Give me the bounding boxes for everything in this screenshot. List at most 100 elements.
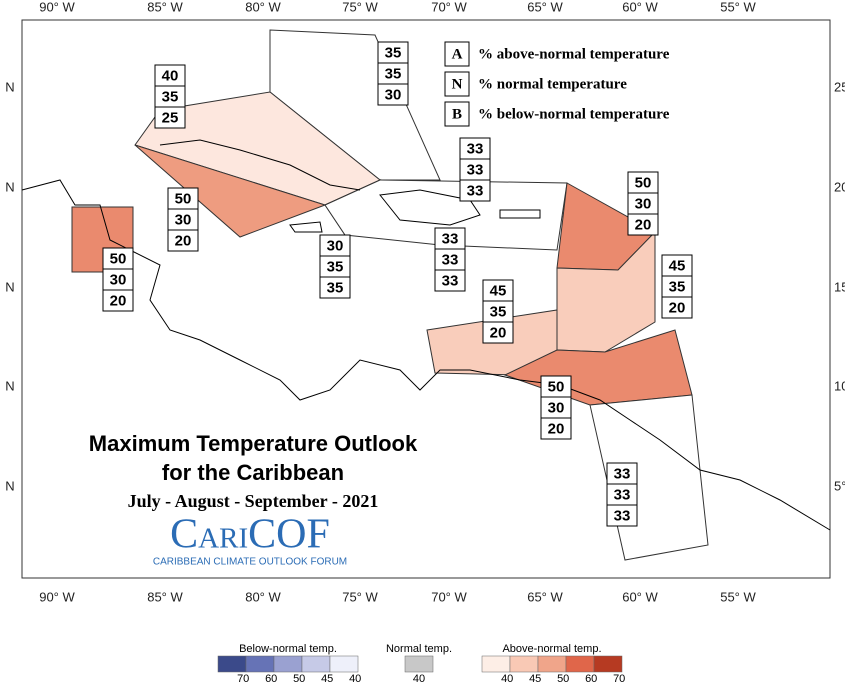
probability-value: 35 [385, 65, 402, 82]
probability-value: 33 [467, 182, 484, 199]
colorbar-swatch [404, 655, 434, 673]
coastline [289, 221, 323, 233]
probability-value: 30 [385, 86, 402, 103]
probability-value: 33 [467, 140, 484, 157]
regions [71, 29, 709, 561]
colorbar-tick: 70 [613, 673, 625, 684]
probability-value: 25 [162, 109, 179, 126]
probability-value: 20 [490, 324, 507, 341]
colorbar-tick: 40 [349, 673, 361, 684]
probability-cell [154, 106, 186, 129]
latitude-label: 10 [834, 378, 845, 393]
probability-value: 33 [442, 272, 459, 289]
latitude-label: 5° [834, 478, 845, 493]
probability-value: 20 [669, 299, 686, 316]
probability-value: 35 [385, 44, 402, 61]
coastline [159, 139, 361, 191]
probability-cell [482, 321, 514, 344]
colorbar-swatch [593, 655, 623, 673]
title: Maximum Temperature Outlook [89, 431, 418, 456]
colorbar-label: Normal temp. [386, 643, 452, 655]
probability-cell [459, 179, 491, 202]
key-box [444, 41, 470, 67]
probability-value: 50 [548, 378, 565, 395]
colorbar-swatch [565, 655, 595, 673]
longitude-label: 70° W [431, 0, 467, 14]
key-letter: N [452, 76, 463, 92]
probability-value: 30 [548, 399, 565, 416]
longitude-label: 55° W [720, 589, 756, 604]
colorbar-swatch [273, 655, 303, 673]
key-box [444, 71, 470, 97]
key-text: % normal temperature [478, 76, 627, 92]
latitude-label: 25 [834, 79, 845, 94]
colorbar-label: Above-normal temp. [502, 643, 601, 655]
probability-cell [627, 213, 659, 236]
probability-value: 30 [175, 211, 192, 228]
longitude-label: 55° W [720, 0, 756, 14]
colorbar-label: Below-normal temp. [239, 643, 337, 655]
colorbar-tick: 40 [413, 673, 425, 684]
colorbar-swatch [301, 655, 331, 673]
colorbar-tick: 40 [501, 673, 513, 684]
colorbar-swatch [509, 655, 539, 673]
probability-value: 35 [162, 88, 179, 105]
probability-cell [434, 269, 466, 292]
colorbar-tick: 45 [529, 673, 541, 684]
probability-cell [661, 296, 693, 319]
probability-cell [102, 289, 134, 312]
colorbar-tick: 60 [585, 673, 597, 684]
probability-value: 20 [175, 232, 192, 249]
probability-cell [167, 229, 199, 252]
colorbar-swatch [481, 655, 511, 673]
longitude-label: 65° W [527, 589, 563, 604]
colorbar-tick: 45 [321, 673, 333, 684]
probability-value: 50 [175, 190, 192, 207]
probability-value: 35 [490, 303, 507, 320]
longitude-label: 65° W [527, 0, 563, 14]
latitude-label: 15 [834, 279, 845, 294]
longitude-label: 85° W [147, 0, 183, 14]
latitude-label: N [5, 179, 14, 194]
latitude-label: N [5, 79, 14, 94]
longitude-label: 60° W [622, 0, 658, 14]
probability-value: 35 [669, 278, 686, 295]
probability-cell [377, 83, 409, 106]
latitude-label: N [5, 279, 14, 294]
probability-value: 33 [442, 230, 459, 247]
colorbar-tick: 70 [237, 673, 249, 684]
probability-value: 50 [635, 174, 652, 191]
key-box [444, 101, 470, 127]
probability-value: 33 [614, 486, 631, 503]
coastline [379, 189, 481, 226]
period: July - August - September - 2021 [128, 491, 379, 511]
latitude-label: N [5, 378, 14, 393]
latitude-label: N [5, 478, 14, 493]
probability-value: 30 [327, 237, 344, 254]
probability-value: 50 [110, 250, 127, 267]
probability-value: 20 [635, 216, 652, 233]
coastlines [21, 139, 831, 531]
colorbar-swatch [537, 655, 567, 673]
colorbar-tick: 50 [557, 673, 569, 684]
key-letter: A [452, 46, 463, 62]
key-text: % above-normal temperature [478, 46, 670, 62]
longitude-label: 90° W [39, 589, 75, 604]
longitude-label: 70° W [431, 589, 467, 604]
probability-value: 33 [614, 507, 631, 524]
colorbar-tick: 60 [265, 673, 277, 684]
probability-value: 45 [490, 282, 507, 299]
probability-value: 33 [442, 251, 459, 268]
probability-value: 20 [548, 420, 565, 437]
longitude-label: 80° W [245, 589, 281, 604]
colorbar-swatch [217, 655, 247, 673]
colorbar-swatch [329, 655, 359, 673]
probability-cell [606, 504, 638, 527]
key-text: % below-normal temperature [478, 106, 670, 122]
coastline [21, 179, 831, 531]
longitude-label: 75° W [342, 0, 378, 14]
colorbar-swatch [245, 655, 275, 673]
probability-value: 40 [162, 67, 179, 84]
colorbar-tick: 50 [293, 673, 305, 684]
